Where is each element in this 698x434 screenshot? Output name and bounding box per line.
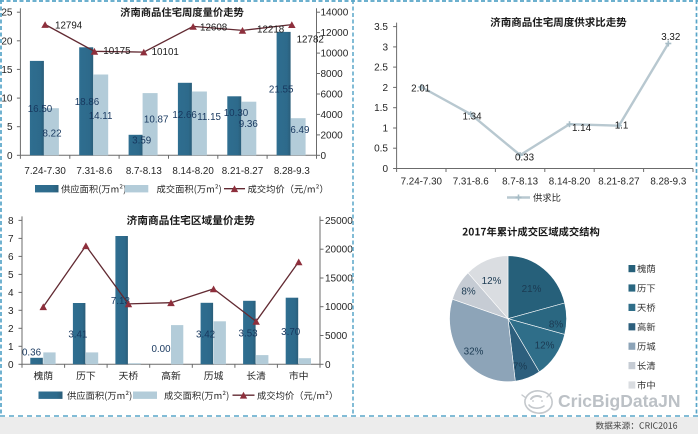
svg-text:10101: 10101 bbox=[152, 47, 179, 58]
svg-text:8.22: 8.22 bbox=[42, 129, 61, 140]
svg-text:5000: 5000 bbox=[325, 331, 348, 342]
svg-text:3.59: 3.59 bbox=[132, 135, 151, 146]
svg-text:3: 3 bbox=[382, 42, 388, 53]
svg-text:8.14-8.20: 8.14-8.20 bbox=[549, 176, 591, 187]
svg-text:0: 0 bbox=[325, 360, 331, 371]
svg-text:8000: 8000 bbox=[321, 69, 344, 80]
svg-text:0: 0 bbox=[382, 164, 388, 175]
svg-text:1.5: 1.5 bbox=[374, 103, 388, 114]
svg-text:20: 20 bbox=[1, 36, 13, 47]
svg-text:8.7-8.13: 8.7-8.13 bbox=[126, 166, 163, 177]
svg-text:10000: 10000 bbox=[325, 302, 353, 313]
svg-text:0: 0 bbox=[7, 151, 13, 162]
svg-text:2.01: 2.01 bbox=[411, 84, 430, 95]
svg-text:12218: 12218 bbox=[257, 24, 285, 35]
svg-text:3.41: 3.41 bbox=[68, 330, 87, 341]
svg-text:16.50: 16.50 bbox=[28, 104, 53, 115]
svg-text:20000: 20000 bbox=[325, 245, 353, 256]
svg-text:2: 2 bbox=[382, 83, 388, 94]
svg-text:25: 25 bbox=[1, 8, 13, 19]
svg-text:4000: 4000 bbox=[321, 110, 344, 121]
svg-text:3.53: 3.53 bbox=[239, 329, 259, 340]
svg-text:15000: 15000 bbox=[325, 274, 353, 285]
svg-text:6.49: 6.49 bbox=[290, 125, 309, 136]
svg-text:7.24-7.30: 7.24-7.30 bbox=[24, 166, 66, 177]
svg-text:7%: 7% bbox=[513, 362, 527, 373]
svg-text:3.32: 3.32 bbox=[661, 32, 680, 43]
svg-text:3.42: 3.42 bbox=[196, 330, 215, 341]
svg-text:10.30: 10.30 bbox=[224, 108, 249, 119]
svg-text:0: 0 bbox=[321, 151, 327, 162]
svg-text:8.21-8.27: 8.21-8.27 bbox=[598, 176, 639, 187]
svg-text:6000: 6000 bbox=[321, 90, 344, 101]
svg-text:CricBigDataJN: CricBigDataJN bbox=[558, 391, 681, 411]
svg-text:8: 8 bbox=[8, 216, 14, 227]
svg-text:10.87: 10.87 bbox=[144, 115, 169, 126]
svg-text:3.70: 3.70 bbox=[281, 327, 301, 338]
svg-text:0.00: 0.00 bbox=[151, 344, 171, 355]
svg-text:8.28-9.3: 8.28-9.3 bbox=[650, 176, 687, 187]
svg-text:12794: 12794 bbox=[55, 21, 83, 32]
svg-text:12000: 12000 bbox=[321, 28, 349, 39]
svg-text:2: 2 bbox=[8, 324, 14, 335]
svg-text:7: 7 bbox=[8, 234, 14, 245]
svg-text:6: 6 bbox=[8, 252, 14, 263]
svg-text:0: 0 bbox=[8, 360, 14, 371]
svg-text:12782: 12782 bbox=[297, 35, 324, 46]
svg-text:5: 5 bbox=[8, 270, 14, 281]
svg-text:1: 1 bbox=[382, 124, 388, 135]
svg-text:7.24-7.30: 7.24-7.30 bbox=[401, 176, 443, 187]
svg-text:25000: 25000 bbox=[325, 216, 353, 227]
svg-text:7.31-8.6: 7.31-8.6 bbox=[76, 166, 113, 177]
svg-text:7.13: 7.13 bbox=[111, 296, 131, 307]
svg-text:7.31-8.6: 7.31-8.6 bbox=[453, 176, 490, 187]
svg-text:9.36: 9.36 bbox=[239, 119, 259, 130]
svg-text:12.66: 12.66 bbox=[172, 110, 197, 121]
svg-text:12%: 12% bbox=[535, 341, 555, 352]
svg-text:2000: 2000 bbox=[321, 130, 344, 141]
svg-text:4: 4 bbox=[8, 288, 14, 299]
svg-text:8%: 8% bbox=[461, 287, 475, 298]
svg-text:0.5: 0.5 bbox=[374, 144, 388, 155]
svg-text:0.33: 0.33 bbox=[515, 153, 535, 164]
svg-text:21.55: 21.55 bbox=[269, 84, 294, 95]
svg-text:14.11: 14.11 bbox=[89, 111, 113, 122]
svg-text:10175: 10175 bbox=[103, 46, 131, 57]
svg-text:3: 3 bbox=[8, 306, 14, 317]
svg-text:3.5: 3.5 bbox=[374, 22, 388, 33]
svg-text:1.34: 1.34 bbox=[462, 112, 482, 123]
svg-text:5: 5 bbox=[7, 122, 13, 133]
svg-text:12%: 12% bbox=[482, 276, 502, 287]
svg-text:1: 1 bbox=[8, 342, 14, 353]
svg-text:8%: 8% bbox=[549, 320, 563, 331]
svg-text:1.1: 1.1 bbox=[615, 121, 629, 132]
svg-text:1.14: 1.14 bbox=[572, 123, 592, 134]
svg-text:8.7-8.13: 8.7-8.13 bbox=[502, 176, 539, 187]
svg-text:10000: 10000 bbox=[321, 49, 349, 60]
svg-text:8.14-8.20: 8.14-8.20 bbox=[172, 166, 214, 177]
svg-text:8.28-9.3: 8.28-9.3 bbox=[274, 166, 311, 177]
svg-text:0.36: 0.36 bbox=[22, 347, 42, 358]
svg-text:10: 10 bbox=[1, 94, 13, 105]
svg-text:2.5: 2.5 bbox=[374, 63, 388, 74]
svg-text:18.86: 18.86 bbox=[75, 97, 100, 108]
svg-text:11.15: 11.15 bbox=[197, 112, 221, 123]
svg-text:12608: 12608 bbox=[200, 23, 228, 34]
svg-text:14000: 14000 bbox=[321, 8, 349, 19]
svg-text:32%: 32% bbox=[464, 347, 484, 358]
svg-text:15: 15 bbox=[1, 65, 13, 76]
svg-text:8.21-8.27: 8.21-8.27 bbox=[222, 166, 263, 177]
svg-text:21%: 21% bbox=[522, 284, 542, 295]
